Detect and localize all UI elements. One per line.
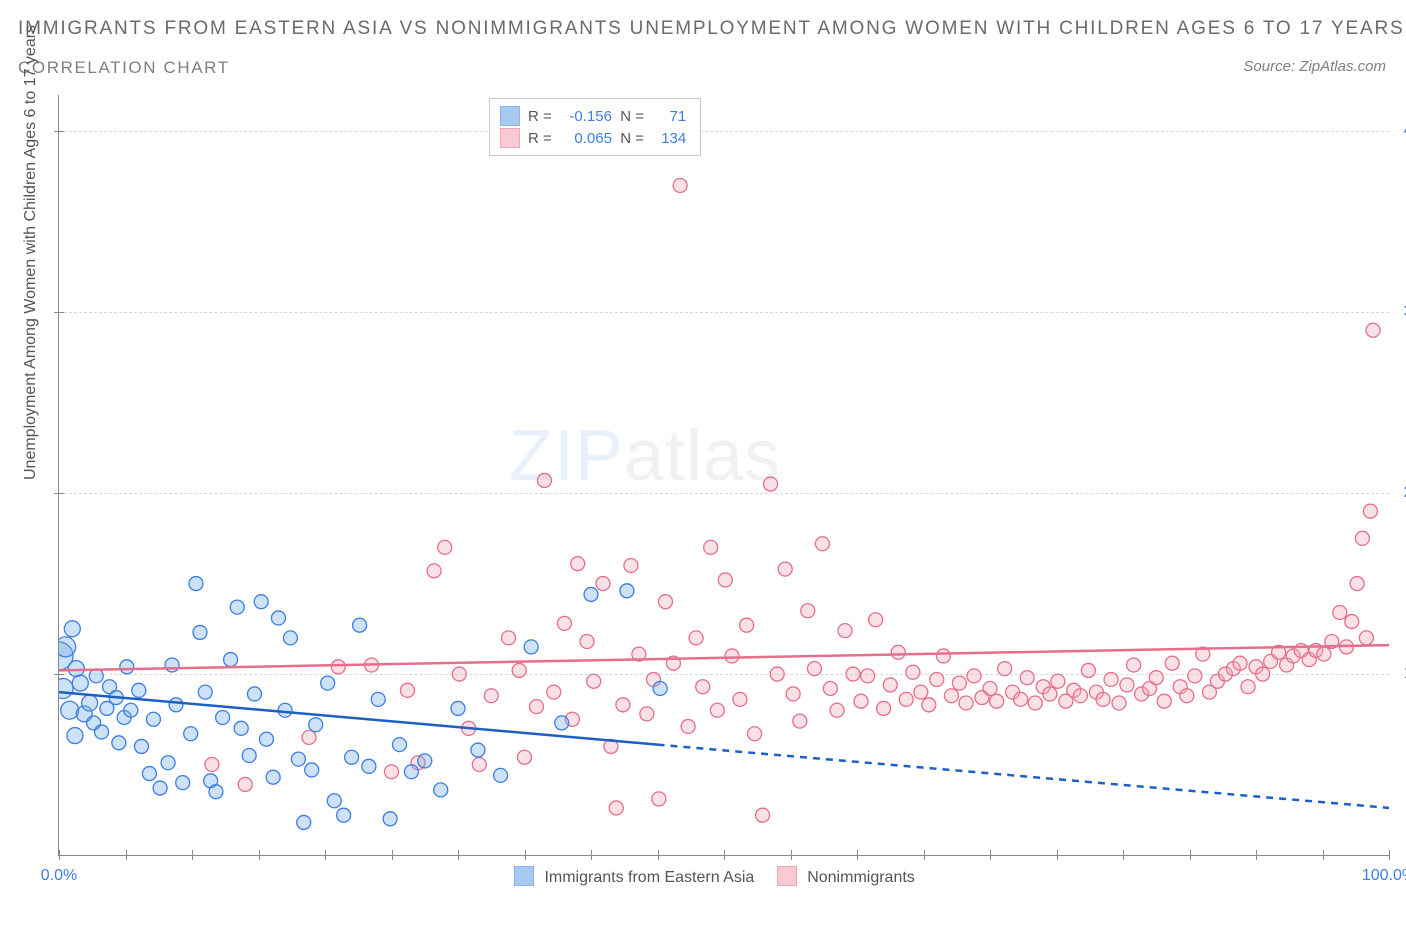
stats-row-a: R = -0.156 N = 71: [500, 105, 686, 127]
swatch-b-icon: [500, 128, 520, 148]
chart-subtitle: CORRELATION CHART: [18, 58, 230, 78]
swatch-a-icon: [500, 106, 520, 126]
r-label: R =: [528, 130, 552, 147]
n-label: N =: [620, 108, 644, 125]
r-value-a: -0.156: [556, 108, 612, 125]
watermark: ZIPatlas: [509, 415, 781, 497]
stats-row-b: R = 0.065 N = 134: [500, 127, 686, 149]
n-value-b: 134: [648, 130, 686, 147]
source-credit: Source: ZipAtlas.com: [1243, 58, 1386, 75]
trend-layer: [59, 95, 1389, 855]
series-legend: Immigrants from Eastern Asia Nonimmigran…: [514, 866, 915, 887]
chart-title: IMMIGRANTS FROM EASTERN ASIA VS NONIMMIG…: [18, 18, 1404, 40]
scatter-layer: [59, 95, 1389, 855]
n-value-a: 71: [648, 108, 686, 125]
y-axis-title: Unemployment Among Women with Children A…: [22, 25, 40, 480]
legend-label-a: Immigrants from Eastern Asia: [544, 869, 754, 886]
source-name: ZipAtlas.com: [1299, 58, 1386, 75]
watermark-big: ZIP: [509, 416, 624, 496]
n-label: N =: [620, 130, 644, 147]
legend-label-b: Nonimmigrants: [807, 869, 915, 886]
r-value-b: 0.065: [556, 130, 612, 147]
swatch-a-icon: [514, 866, 534, 886]
x-tick-label: 0.0%: [41, 867, 77, 885]
source-prefix: Source:: [1243, 58, 1299, 75]
stats-legend: R = -0.156 N = 71 R = 0.065 N = 134: [489, 98, 701, 156]
swatch-b-icon: [777, 866, 797, 886]
watermark-thin: atlas: [624, 416, 781, 496]
x-tick-label: 100.0%: [1362, 867, 1406, 885]
r-label: R =: [528, 108, 552, 125]
plot-area: ZIPatlas 10.0%20.0%30.0%40.0%0.0%100.0% …: [58, 95, 1389, 856]
